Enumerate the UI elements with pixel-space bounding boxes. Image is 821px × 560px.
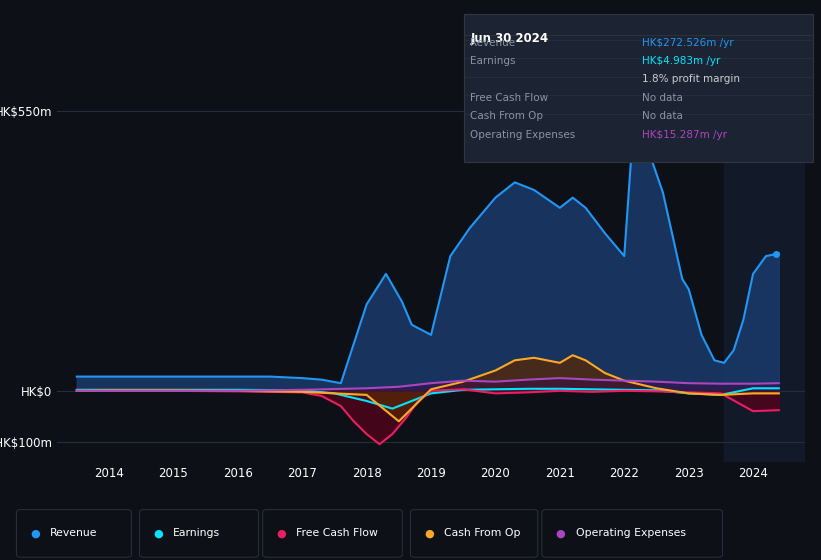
Text: Cash From Op: Cash From Op (470, 111, 544, 122)
Text: HK$272.526m /yr: HK$272.526m /yr (642, 38, 733, 48)
Text: Free Cash Flow: Free Cash Flow (296, 529, 378, 538)
Text: ●: ● (154, 529, 163, 538)
Text: Jun 30 2024: Jun 30 2024 (470, 32, 548, 45)
Text: ●: ● (277, 529, 287, 538)
Text: Operating Expenses: Operating Expenses (576, 529, 686, 538)
Text: Earnings: Earnings (470, 56, 516, 66)
Text: Revenue: Revenue (470, 38, 516, 48)
Text: Cash From Op: Cash From Op (444, 529, 521, 538)
Text: No data: No data (642, 111, 683, 122)
Text: 1.8% profit margin: 1.8% profit margin (642, 74, 740, 85)
Text: HK$15.287m /yr: HK$15.287m /yr (642, 130, 727, 140)
Text: ●: ● (424, 529, 434, 538)
Text: Free Cash Flow: Free Cash Flow (470, 93, 548, 103)
Text: Operating Expenses: Operating Expenses (470, 130, 576, 140)
Text: ●: ● (556, 529, 566, 538)
Text: Revenue: Revenue (50, 529, 98, 538)
Text: ●: ● (30, 529, 40, 538)
Bar (724, 76, 805, 462)
Text: HK$4.983m /yr: HK$4.983m /yr (642, 56, 720, 66)
Text: Earnings: Earnings (173, 529, 220, 538)
Text: No data: No data (642, 93, 683, 103)
